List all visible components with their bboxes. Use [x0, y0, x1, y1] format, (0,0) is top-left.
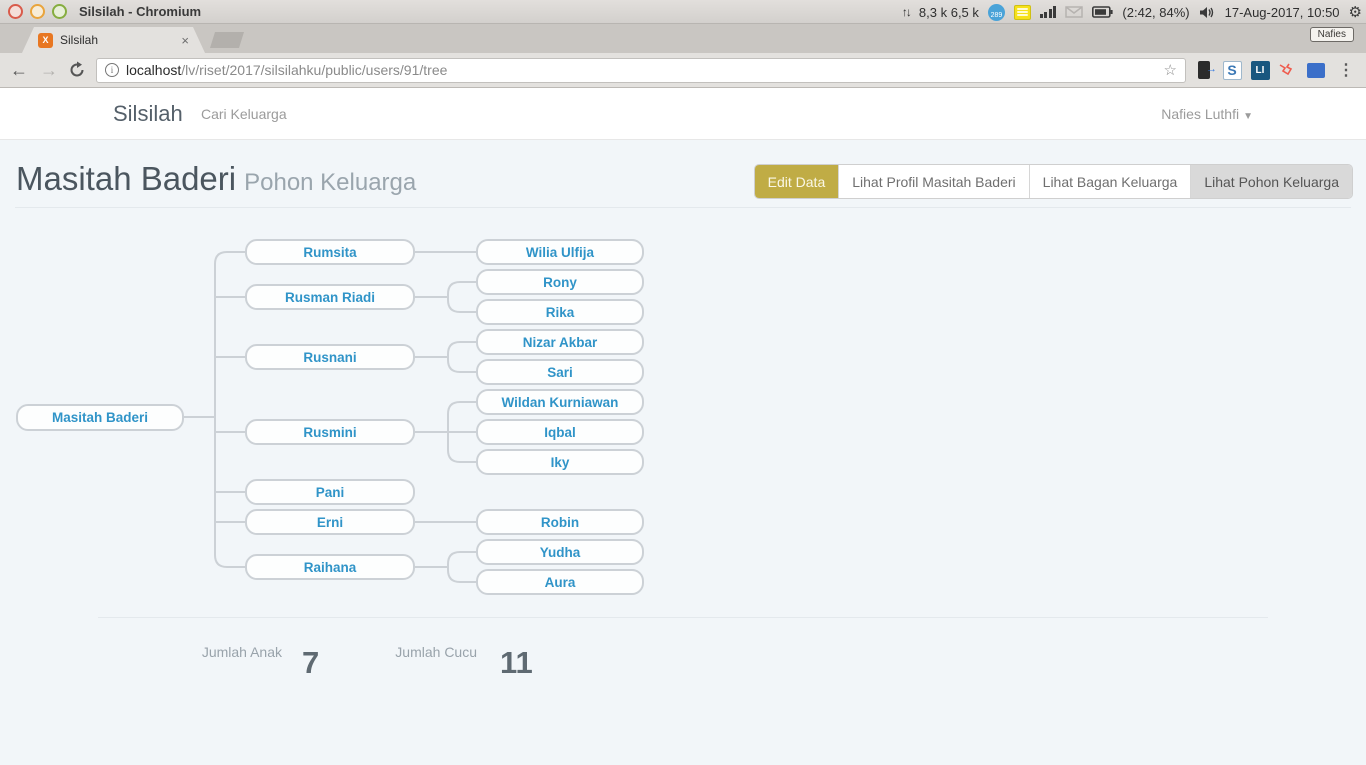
browser-menu-icon[interactable]: ⋮ [1338, 62, 1354, 79]
tree-node-grandchild[interactable]: Yudha [476, 539, 644, 565]
url-path: /lv/riset/2017/silsilahku/public/users/9… [181, 62, 448, 78]
tree-node-child[interactable]: Rumsita [245, 239, 415, 265]
blue-extension-icon[interactable] [1306, 60, 1326, 80]
tree-node-grandchild[interactable]: Wildan Kurniawan [476, 389, 644, 415]
tab-close-icon[interactable]: × [181, 32, 189, 48]
network-rates: 8,3 k 6,5 k [918, 4, 979, 20]
tree-node-grandchild[interactable]: Rika [476, 299, 644, 325]
header-divider [15, 207, 1351, 208]
tree-node-grandchild[interactable]: Sari [476, 359, 644, 385]
tree-node-child[interactable]: Raihana [245, 554, 415, 580]
clipboard-list-icon[interactable] [1013, 4, 1031, 20]
window-close-button[interactable] [8, 4, 23, 19]
mobile-view-extension-icon[interactable] [1194, 60, 1217, 80]
battery-status: (2:42, 84%) [1122, 4, 1190, 20]
page-content: Silsilah Cari Keluarga Nafies Luthfi ▼ Ma… [0, 88, 1366, 765]
tree-node-child[interactable]: Rusnani [245, 344, 415, 370]
page-subtitle: Pohon Keluarga [244, 169, 417, 196]
new-tab-button[interactable] [210, 32, 244, 48]
tree-node-child[interactable]: Pani [245, 479, 415, 505]
li-extension-icon[interactable]: LI [1250, 60, 1270, 80]
gear-icon[interactable]: ⚙ [1348, 3, 1362, 21]
brand-link[interactable]: Silsilah [113, 101, 183, 126]
url-text[interactable]: localhost/lv/riset/2017/silsilahku/publi… [126, 62, 1157, 78]
signal-strength-icon[interactable] [1039, 6, 1057, 18]
back-icon[interactable]: ← [10, 60, 28, 80]
stat-cucu-label: Jumlah Cucu [395, 644, 477, 660]
laravel-extension-icon[interactable] [1278, 60, 1298, 80]
window-minimize-button[interactable] [30, 4, 45, 19]
nav-link-cari-keluarga[interactable]: Cari Keluarga [201, 106, 287, 122]
volume-icon[interactable] [1199, 6, 1216, 19]
forward-icon[interactable]: → [40, 60, 58, 80]
action-button-group: Edit Data Lihat Profil Masitah Baderi Li… [754, 165, 1352, 198]
lihat-pohon-button[interactable]: Lihat Pohon Keluarga [1190, 165, 1352, 198]
tree-node-child[interactable]: Rusman Riadi [245, 284, 415, 310]
desktop-label: Nafies [1309, 27, 1354, 42]
tree-node-grandchild[interactable]: Iky [476, 449, 644, 475]
lihat-profil-button[interactable]: Lihat Profil Masitah Baderi [838, 165, 1029, 198]
s-extension-icon[interactable]: S [1222, 60, 1242, 80]
address-bar[interactable]: i localhost/lv/riset/2017/silsilahku/pub… [96, 57, 1186, 83]
tab-title: Silsilah [60, 33, 99, 47]
window-title: Silsilah - Chromium [79, 4, 202, 19]
xampp-favicon-icon: X [38, 33, 53, 48]
url-host: localhost [126, 62, 182, 78]
stat-cucu-value: 11 [500, 645, 533, 680]
datetime[interactable]: 17-Aug-2017, 10:50 [1224, 4, 1340, 20]
reload-icon[interactable] [68, 61, 88, 79]
caret-down-icon: ▼ [1243, 111, 1253, 122]
system-tray: ↑↓ 8,3 k 6,5 k 289 (2:42, 84%) 17-Aug-20… [902, 0, 1362, 24]
tree-node-grandchild[interactable]: Iqbal [476, 419, 644, 445]
tree-node-grandchild[interactable]: Rony [476, 269, 644, 295]
notification-badge-icon[interactable]: 289 [987, 3, 1005, 21]
tree-node-grandchild[interactable]: Aura [476, 569, 644, 595]
tree-node-root[interactable]: Masitah Baderi [16, 404, 184, 431]
tree-node-grandchild[interactable]: Wilia Ulfija [476, 239, 644, 265]
window-controls [8, 4, 67, 19]
tree-node-child[interactable]: Rusmini [245, 419, 415, 445]
user-name: Nafies Luthfi [1161, 106, 1240, 122]
stat-anak-label: Jumlah Anak [201, 644, 282, 660]
lihat-bagan-button[interactable]: Lihat Bagan Keluarga [1028, 165, 1191, 198]
tree-node-grandchild[interactable]: Nizar Akbar [476, 329, 644, 355]
person-name: Masitah Baderi [16, 160, 237, 197]
browser-toolbar: ← → i localhost/lv/riset/2017/silsilahku… [0, 53, 1366, 88]
stat-anak-value: 7 [302, 645, 320, 680]
tree-node-child[interactable]: Erni [245, 509, 415, 535]
tab-strip: X Silsilah × Nafies [0, 24, 1366, 53]
tree-node-grandchild[interactable]: Robin [476, 509, 644, 535]
bookmark-star-icon[interactable]: ☆ [1163, 62, 1177, 79]
mail-icon[interactable] [1065, 6, 1084, 18]
page-info-icon[interactable]: i [105, 63, 119, 77]
edit-data-button[interactable]: Edit Data [754, 165, 839, 198]
network-arrows-icon[interactable]: ↑↓ [901, 5, 912, 19]
user-dropdown[interactable]: Nafies Luthfi ▼ [1161, 106, 1253, 122]
window-titlebar: Silsilah - Chromium ↑↓ 8,3 k 6,5 k 289 (… [0, 0, 1366, 24]
site-navbar: Silsilah Cari Keluarga Nafies Luthfi ▼ [0, 88, 1366, 140]
tab-silsilah[interactable]: X Silsilah × [22, 27, 205, 53]
page-title: Masitah Baderi Pohon Keluarga [16, 160, 416, 198]
stats-divider [98, 617, 1268, 618]
window-maximize-button[interactable] [52, 4, 67, 19]
battery-icon[interactable] [1092, 6, 1114, 18]
